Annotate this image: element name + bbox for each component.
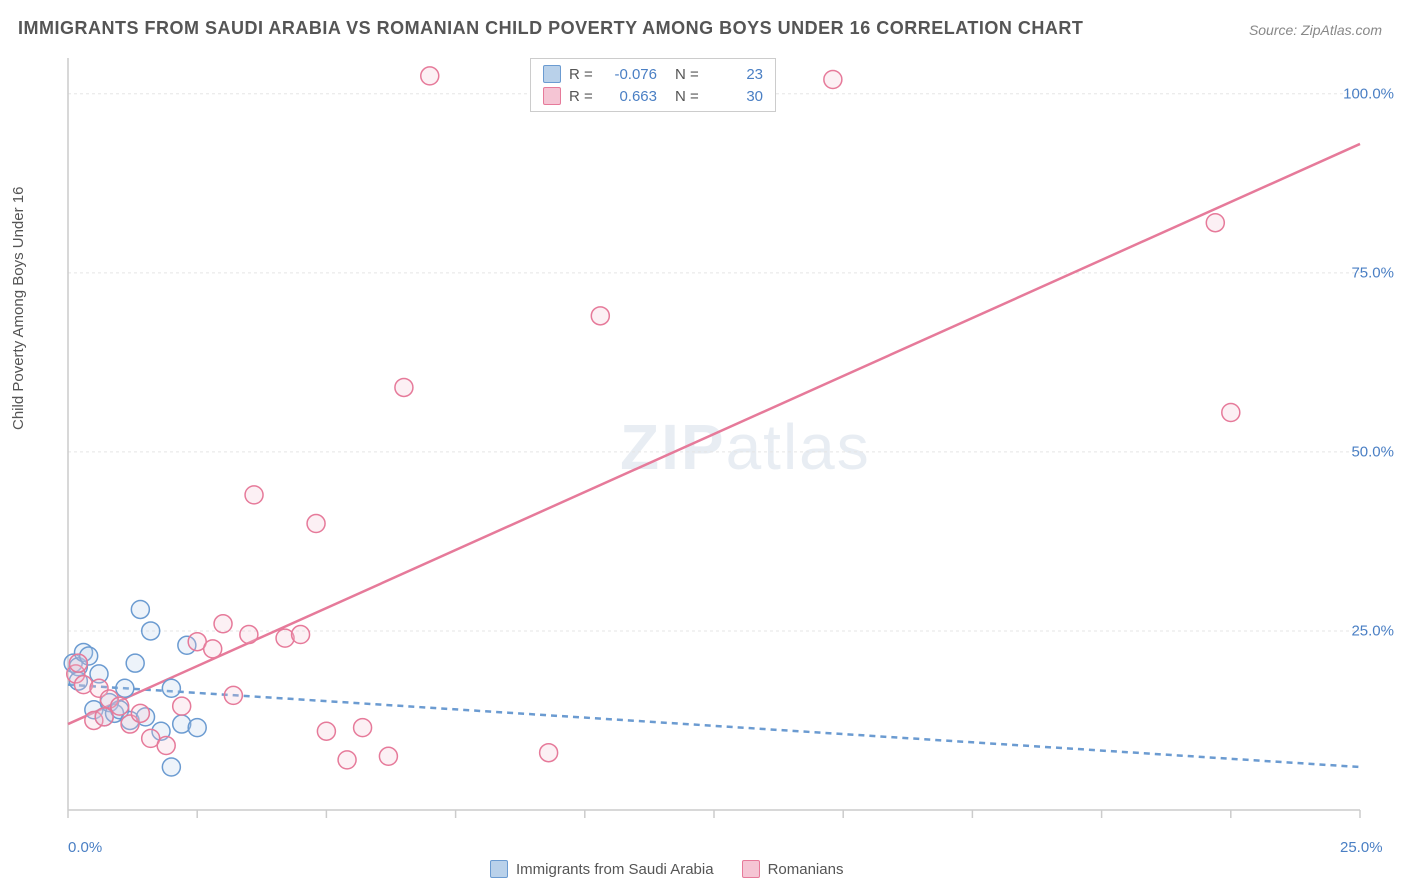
- y-tick-label: 50.0%: [1351, 443, 1394, 460]
- y-tick-label: 25.0%: [1351, 622, 1394, 639]
- legend-stat-row: R =0.663N =30: [543, 85, 763, 107]
- x-tick-label: 0.0%: [68, 839, 102, 856]
- source-attribution: Source: ZipAtlas.com: [1249, 22, 1382, 38]
- correlation-legend: R =-0.076N =23R =0.663N =30: [530, 58, 776, 112]
- y-tick-label: 100.0%: [1343, 85, 1394, 102]
- legend-item: Immigrants from Saudi Arabia: [490, 860, 714, 878]
- series-legend: Immigrants from Saudi Arabia Romanians: [490, 860, 843, 878]
- x-tick-label: 25.0%: [1340, 839, 1383, 856]
- y-tick-label: 75.0%: [1351, 264, 1394, 281]
- legend-item: Romanians: [742, 860, 844, 878]
- chart-title: IMMIGRANTS FROM SAUDI ARABIA VS ROMANIAN…: [18, 18, 1083, 39]
- legend-stat-row: R =-0.076N =23: [543, 63, 763, 85]
- y-axis-label: Child Poverty Among Boys Under 16: [10, 187, 27, 430]
- scatter-chart: [60, 50, 1380, 840]
